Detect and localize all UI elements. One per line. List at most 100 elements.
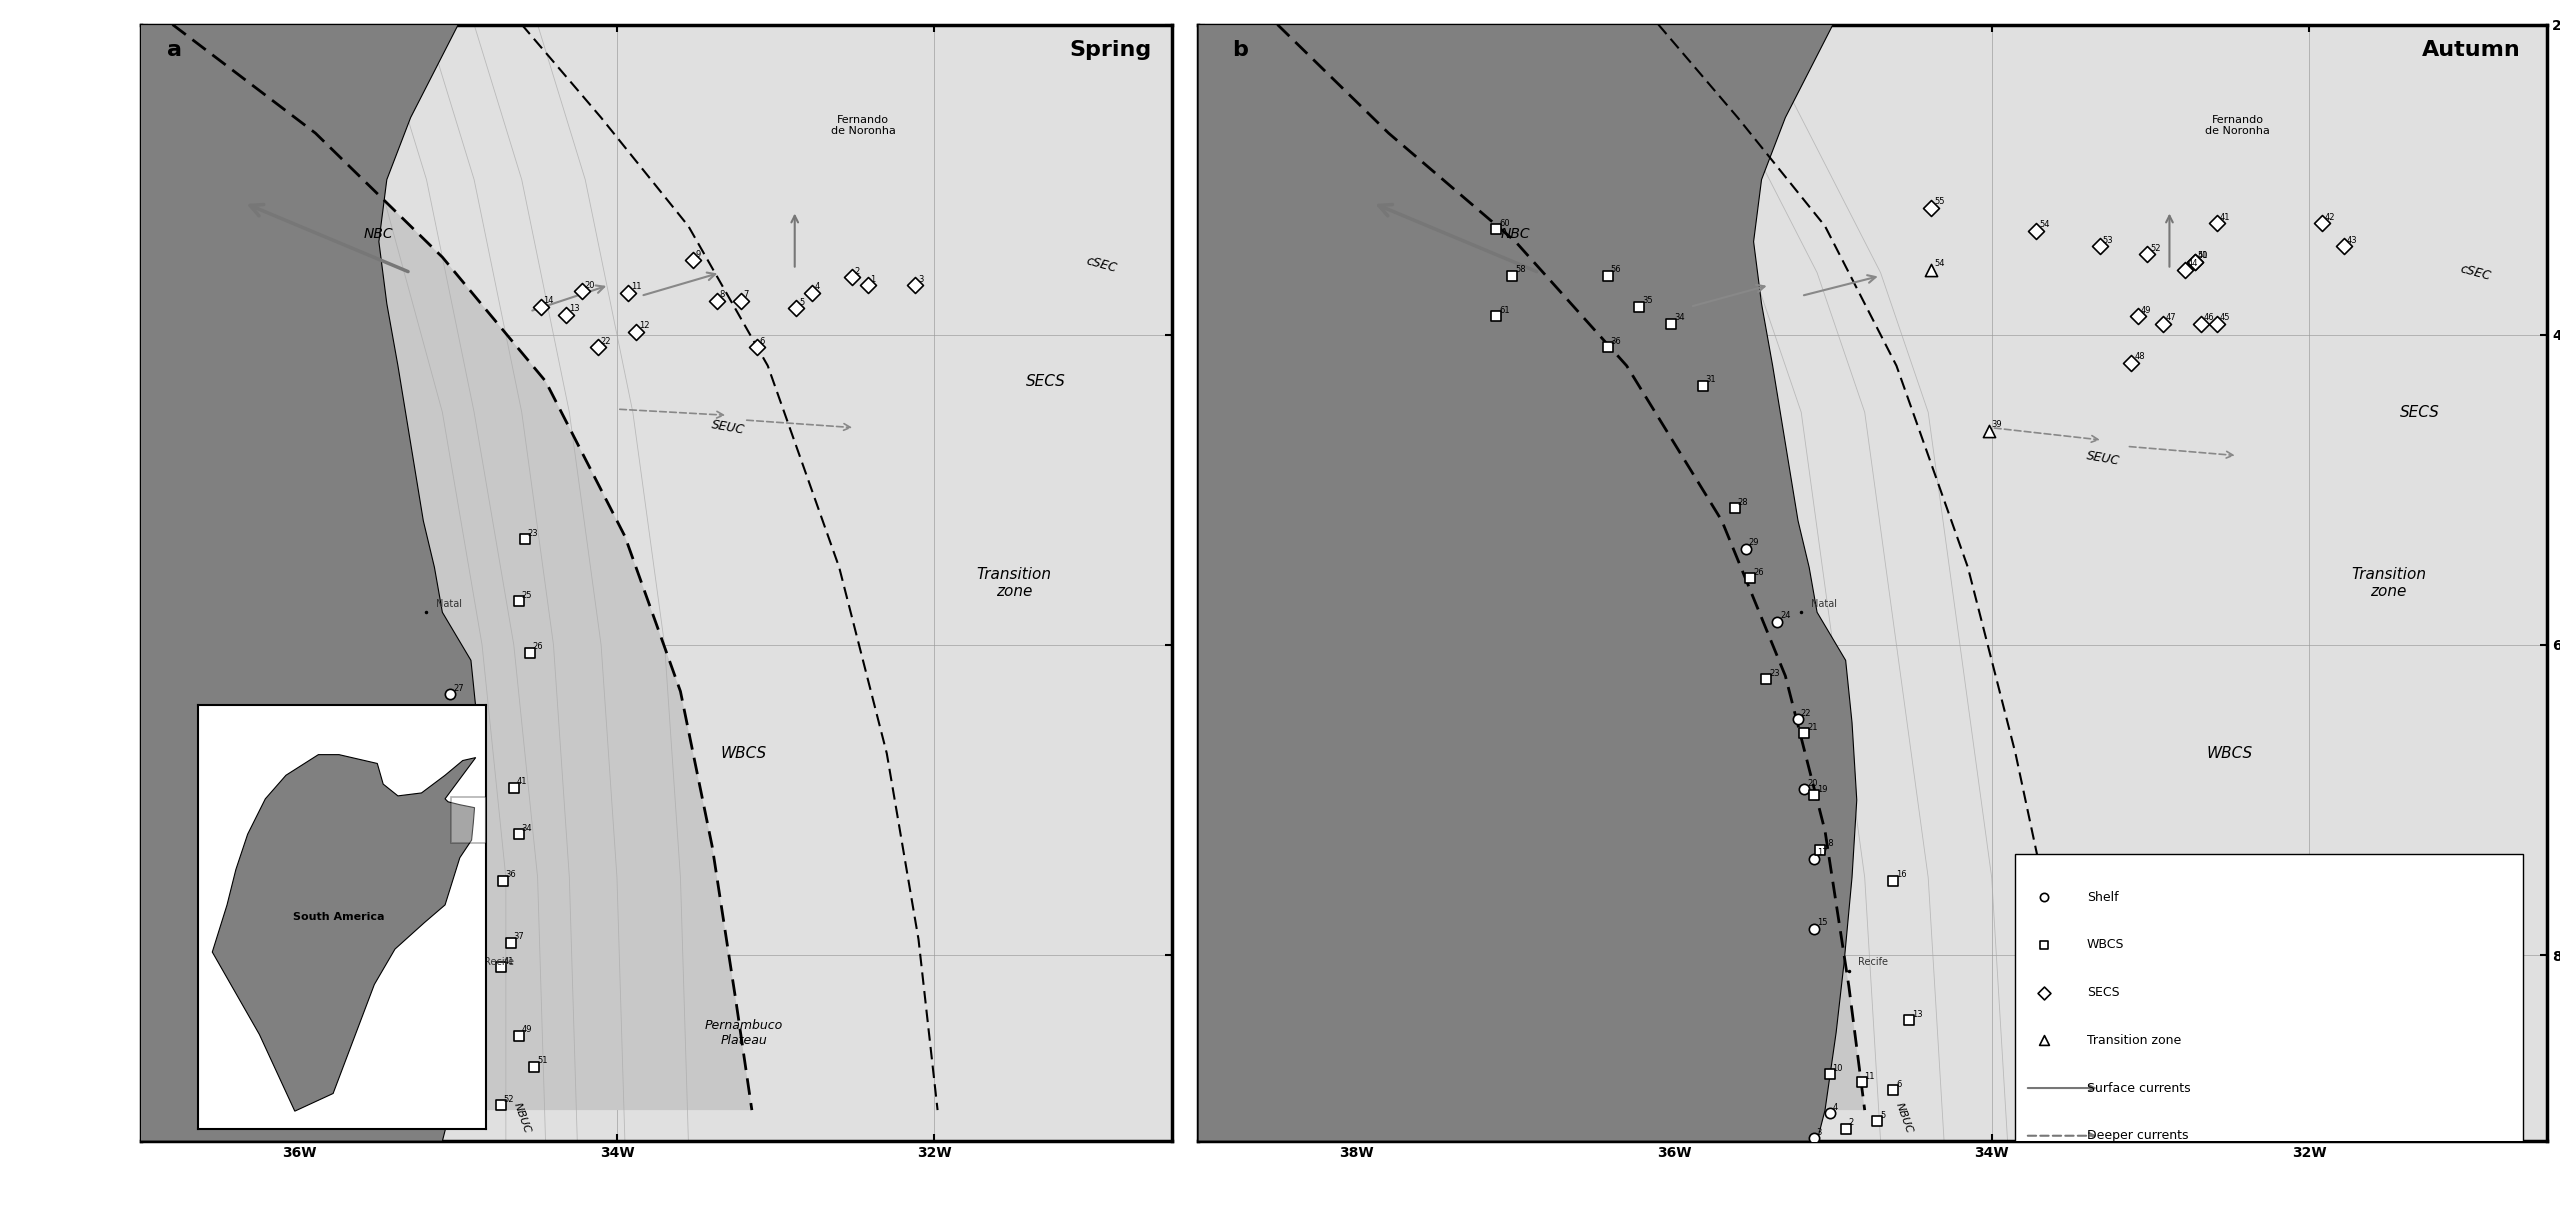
Text: cSEC: cSEC	[1085, 254, 1119, 275]
Text: SEUC: SEUC	[2084, 449, 2120, 467]
Text: Pernambuco
Plateau: Pernambuco Plateau	[704, 1018, 783, 1047]
Point	[481, 1096, 522, 1115]
Point	[440, 1042, 481, 1061]
Text: 41: 41	[517, 777, 527, 787]
Text: 11: 11	[1864, 1072, 1874, 1081]
Point	[1682, 375, 1723, 395]
Point	[440, 1010, 481, 1029]
Text: 17: 17	[1818, 849, 1828, 858]
Point	[1825, 1119, 1866, 1139]
Point	[2324, 237, 2365, 256]
Text: 40: 40	[2196, 252, 2209, 260]
Point	[1746, 669, 1787, 688]
Text: 27: 27	[453, 685, 463, 693]
Point	[614, 321, 655, 341]
Point	[2079, 237, 2120, 256]
Text: 11: 11	[630, 282, 643, 292]
Point	[719, 291, 760, 310]
Text: 34: 34	[522, 823, 532, 833]
Text: 3: 3	[919, 275, 924, 283]
Text: 48: 48	[2135, 352, 2145, 361]
Text: NBC: NBC	[364, 227, 394, 240]
Text: 53: 53	[2102, 236, 2112, 245]
Text: Transition
zone: Transition zone	[2350, 567, 2427, 599]
Point	[696, 291, 737, 310]
Text: 23: 23	[1769, 669, 1779, 677]
Point	[481, 871, 522, 891]
Point	[2173, 252, 2214, 271]
Text: Fernando
de Noronha: Fernando de Noronha	[2204, 114, 2271, 136]
Text: Fernando
de Noronha: Fernando de Noronha	[829, 114, 896, 136]
Text: Shelf: Shelf	[2086, 891, 2120, 903]
Text: Deeper currents: Deeper currents	[2086, 1129, 2189, 1142]
Text: WBCS: WBCS	[2086, 939, 2125, 951]
Text: Pernambuco
Plateau: Pernambuco Plateau	[2097, 1026, 2173, 1054]
Text: 5: 5	[799, 298, 804, 307]
Text: 52: 52	[504, 1094, 515, 1104]
Point	[2127, 244, 2168, 264]
Text: 55: 55	[1935, 198, 1946, 206]
Text: 44: 44	[2189, 259, 2199, 269]
Text: Natal: Natal	[435, 599, 461, 609]
Point	[1477, 220, 1518, 239]
Polygon shape	[1198, 25, 1856, 1141]
Text: 43: 43	[471, 979, 484, 988]
Point	[425, 1090, 466, 1109]
Text: South America: South America	[294, 912, 384, 921]
Point	[1795, 849, 1836, 869]
Text: 45: 45	[463, 1010, 474, 1018]
Text: cSEC: cSEC	[2460, 263, 2493, 283]
Text: 4: 4	[1833, 1103, 1838, 1112]
Text: 48: 48	[463, 1040, 474, 1050]
Text: Surface currents: Surface currents	[2086, 1081, 2191, 1094]
Text: 1: 1	[870, 275, 876, 283]
Point	[1910, 260, 1951, 280]
Point	[499, 1026, 540, 1045]
Text: 20: 20	[1807, 779, 1818, 788]
Text: SECS: SECS	[2401, 405, 2440, 420]
Text: 45: 45	[2220, 313, 2230, 323]
Point	[561, 281, 602, 301]
Text: 35: 35	[1641, 297, 1654, 306]
Text: NBC: NBC	[1500, 227, 1531, 240]
Point	[499, 591, 540, 611]
Point	[545, 304, 586, 324]
Text: 7: 7	[742, 291, 750, 299]
Point	[1795, 919, 1836, 939]
Text: 29: 29	[1748, 539, 1759, 547]
Point	[1841, 1072, 1882, 1092]
Point	[1477, 307, 1518, 326]
Text: 25: 25	[522, 591, 532, 600]
Text: 10: 10	[1833, 1064, 1843, 1074]
Point	[1777, 709, 1818, 729]
Text: 3: 3	[1818, 1128, 1823, 1136]
Text: 2: 2	[855, 267, 860, 276]
Text: SECS: SECS	[2086, 987, 2120, 999]
Text: Autumn: Autumn	[2422, 40, 2519, 60]
Point	[430, 685, 471, 704]
Text: Recife: Recife	[1859, 957, 1889, 967]
Bar	[451, 798, 502, 843]
Point	[1810, 1065, 1851, 1085]
Text: 47: 47	[2166, 313, 2176, 323]
Text: 49: 49	[2140, 306, 2150, 314]
Text: 46: 46	[2204, 313, 2214, 323]
Point	[440, 942, 481, 962]
Text: Transition
zone: Transition zone	[975, 567, 1052, 599]
Point	[1874, 871, 1915, 891]
Point	[489, 933, 530, 952]
Text: 13: 13	[568, 304, 579, 313]
Text: 26: 26	[532, 642, 543, 652]
Text: 34: 34	[1674, 313, 1684, 323]
Text: 9: 9	[696, 250, 701, 259]
Text: 33: 33	[471, 817, 484, 827]
Point	[896, 275, 937, 294]
Text: 5: 5	[1879, 1110, 1884, 1119]
Point	[1969, 421, 2010, 440]
Point	[494, 778, 535, 798]
Text: 19: 19	[1818, 785, 1828, 794]
Point	[515, 1056, 556, 1076]
Text: 56: 56	[1610, 265, 1620, 275]
Point	[1756, 612, 1797, 632]
Text: 26: 26	[1754, 568, 1764, 577]
